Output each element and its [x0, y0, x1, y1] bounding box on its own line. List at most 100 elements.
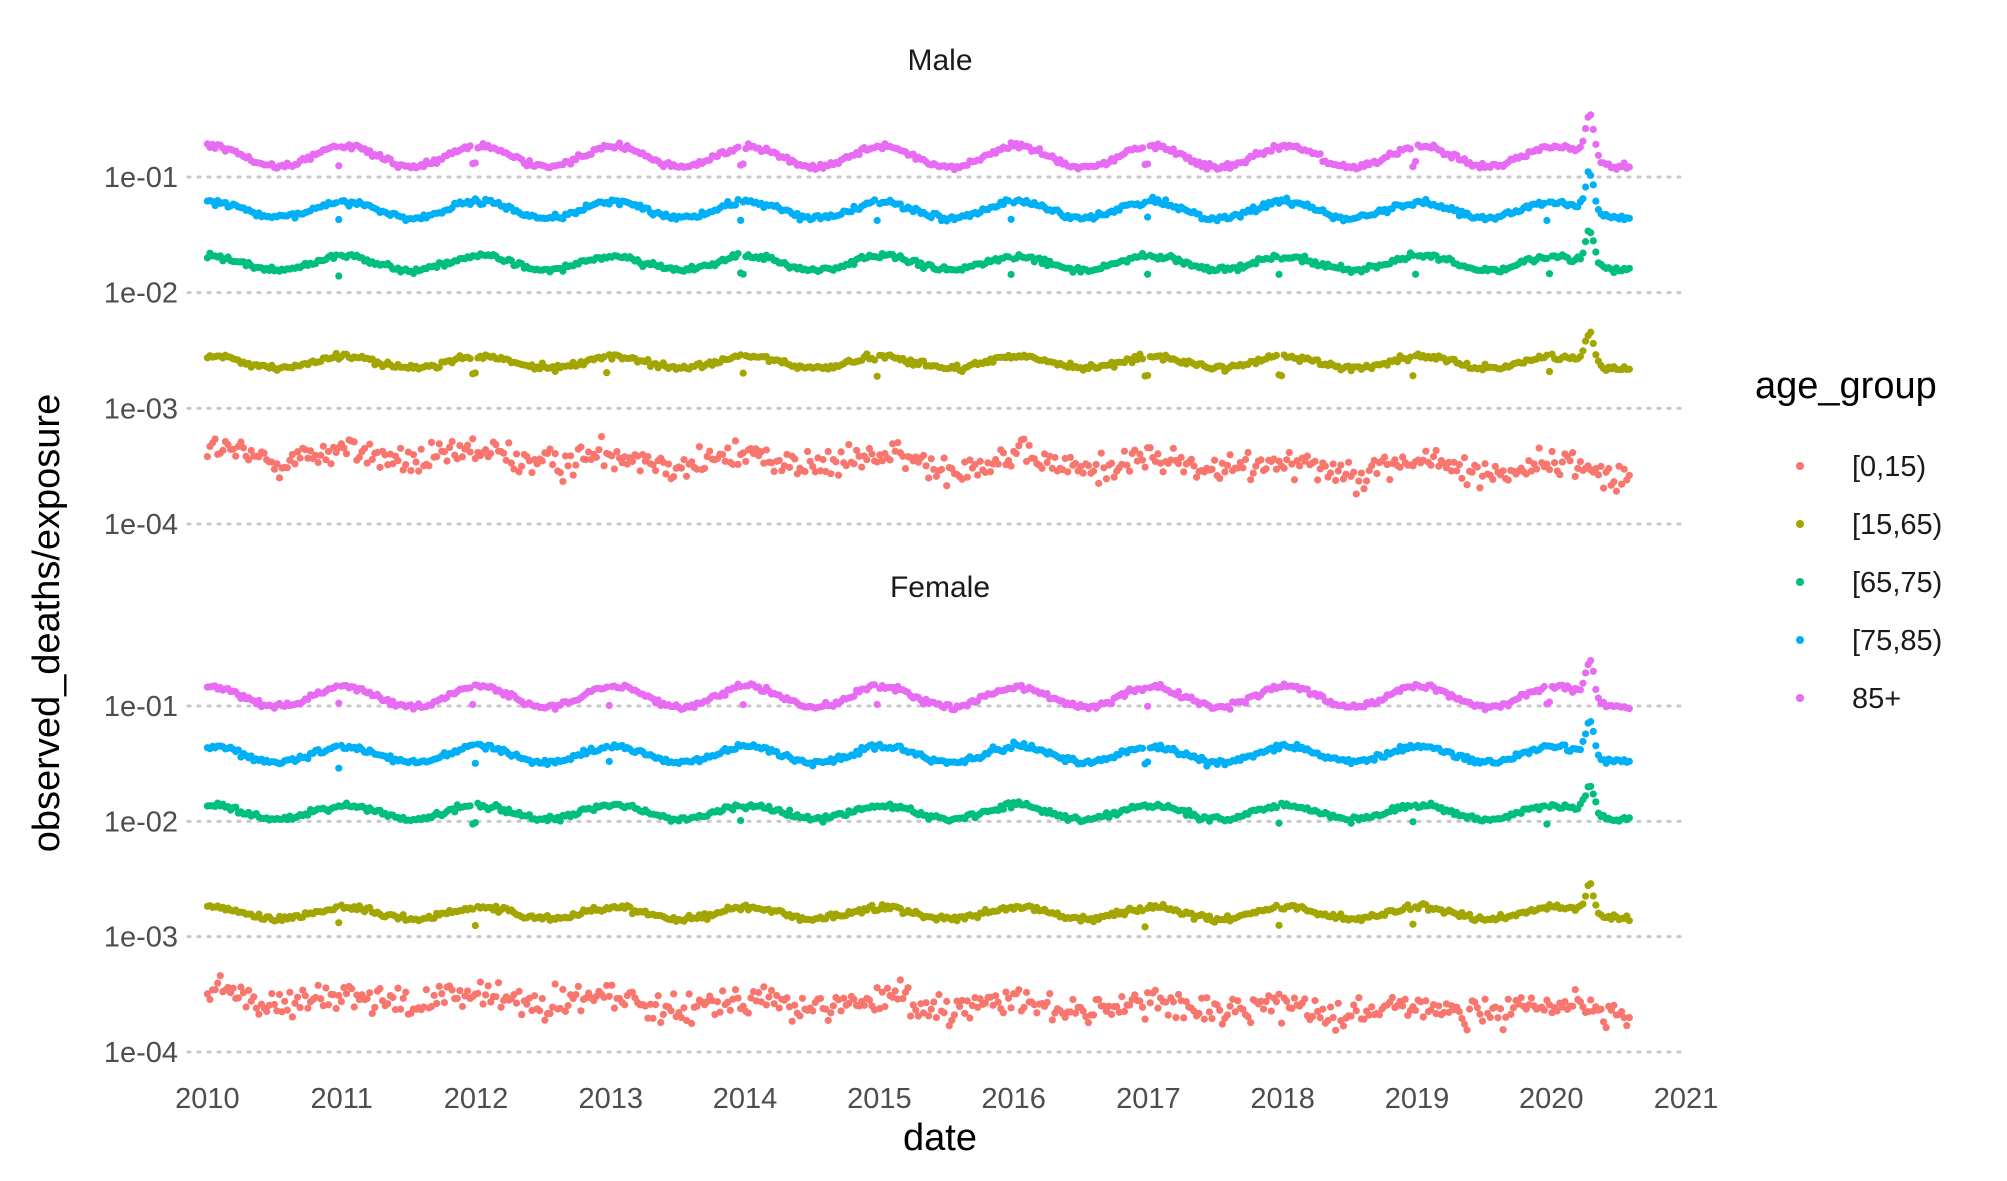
data-point: [1548, 447, 1556, 456]
data-point: [445, 443, 454, 452]
data-point: [788, 1017, 796, 1025]
data-point: [873, 984, 881, 992]
data-point: [731, 437, 740, 445]
data-point: [986, 468, 995, 476]
data-point: [556, 469, 564, 477]
data-point: [304, 1004, 312, 1012]
data-point: [1223, 1011, 1232, 1019]
data-point: [389, 993, 397, 1002]
data-point: [1561, 997, 1569, 1006]
data-point: [1146, 999, 1154, 1007]
data-point: [1587, 718, 1595, 726]
data-point: [291, 460, 299, 468]
data-point: [234, 994, 242, 1002]
data-point: [1164, 1011, 1172, 1019]
data-point: [1288, 460, 1296, 468]
data-point: [471, 921, 479, 930]
data-point: [512, 999, 521, 1007]
data-point: [1249, 469, 1257, 477]
data-point: [1105, 1002, 1113, 1010]
data-point: [677, 464, 685, 472]
data-point: [466, 142, 474, 150]
data-point: [1587, 996, 1595, 1004]
data-point: [1368, 462, 1376, 470]
data-point: [1599, 484, 1608, 492]
data-point: [350, 1003, 358, 1011]
data-point: [667, 1007, 675, 1015]
data-point: [293, 993, 302, 1001]
data-point: [955, 1002, 964, 1011]
data-point: [912, 1006, 920, 1014]
data-point: [1576, 457, 1584, 466]
data-point: [1551, 459, 1559, 467]
data-point: [1015, 986, 1023, 994]
data-point: [471, 369, 479, 377]
data-point: [1602, 1023, 1610, 1032]
data-point: [1419, 1013, 1427, 1021]
data-point: [268, 989, 276, 998]
data-point: [1561, 741, 1569, 749]
data-point: [342, 990, 351, 998]
data-point: [412, 458, 420, 466]
data-point: [1355, 994, 1363, 1002]
data-point: [1259, 1005, 1268, 1013]
data-point: [1275, 270, 1283, 278]
data-point: [919, 451, 928, 459]
data-point: [386, 752, 394, 760]
data-point: [899, 452, 907, 460]
data-point: [1012, 449, 1020, 458]
data-point: [242, 1003, 250, 1011]
data-point: [1326, 469, 1335, 477]
data-point: [332, 1004, 340, 1013]
data-point: [950, 1011, 959, 1019]
data-point: [855, 452, 863, 460]
data-point: [1007, 804, 1015, 812]
data-point: [935, 991, 943, 999]
data-point: [819, 818, 827, 826]
data-point: [724, 444, 732, 452]
data-point: [1468, 468, 1476, 476]
data-point: [322, 456, 330, 464]
data-point: [971, 461, 979, 469]
data-point: [1007, 270, 1015, 279]
data-point: [785, 463, 794, 471]
data-point: [1458, 474, 1466, 482]
data-point: [608, 452, 616, 460]
data-point: [1022, 988, 1031, 996]
data-point: [976, 457, 984, 465]
data-point: [1285, 448, 1293, 457]
data-point: [415, 467, 423, 475]
data-point: [914, 1012, 922, 1020]
data-point: [1422, 997, 1430, 1005]
data-point: [1084, 461, 1092, 470]
data-point: [474, 989, 482, 998]
data-point: [775, 1004, 783, 1012]
data-point: [829, 1002, 837, 1010]
data-point: [471, 759, 479, 767]
data-point: [1594, 151, 1603, 159]
data-point: [1071, 1009, 1080, 1017]
data-point: [1301, 995, 1309, 1003]
data-point: [368, 455, 376, 464]
data-point: [1592, 248, 1600, 256]
data-point: [487, 998, 495, 1006]
data-point: [324, 1001, 333, 1009]
data-point: [992, 992, 1000, 1000]
data-point: [1597, 462, 1605, 470]
data-point: [1576, 746, 1584, 754]
data-point: [1247, 1018, 1255, 1027]
data-point: [1231, 1008, 1239, 1016]
data-point: [291, 999, 299, 1007]
data-point: [1625, 814, 1633, 822]
data-point: [469, 435, 477, 443]
data-point: [1311, 997, 1319, 1005]
data-point: [1579, 249, 1587, 257]
data-point: [824, 1016, 832, 1025]
data-point: [899, 995, 907, 1003]
data-point: [1481, 460, 1489, 468]
data-point: [1625, 917, 1633, 925]
data-point: [273, 460, 281, 468]
data-point: [1316, 1014, 1324, 1022]
data-point: [1556, 471, 1564, 479]
data-point: [1015, 442, 1023, 450]
